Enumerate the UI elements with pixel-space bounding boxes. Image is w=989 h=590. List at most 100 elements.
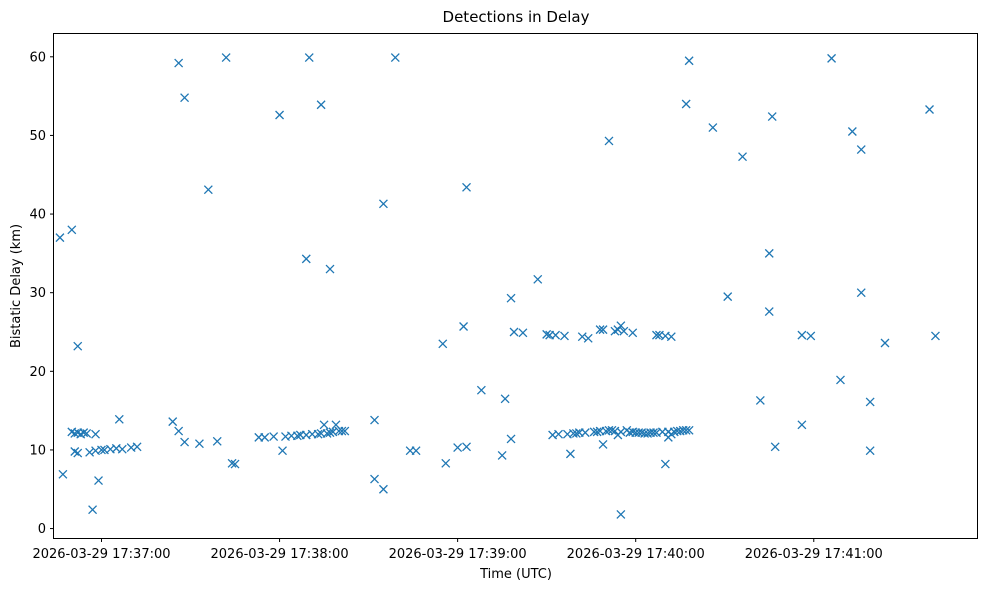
x-tick-label: 2026-03-29 17:39:00 (389, 547, 527, 562)
chart-title: Detections in Delay (443, 8, 590, 26)
data-point (322, 428, 332, 438)
data-point (378, 484, 388, 494)
data-point (370, 474, 379, 484)
data-point (681, 425, 691, 435)
data-point (114, 414, 124, 424)
data-point (203, 185, 213, 195)
data-point (91, 429, 101, 439)
data-point (337, 426, 347, 436)
data-point (462, 182, 471, 192)
data-point (797, 420, 807, 430)
data-point (616, 509, 626, 519)
data-point (925, 105, 934, 114)
data-point (613, 325, 623, 335)
data-point (378, 199, 388, 209)
data-point (616, 427, 626, 437)
data-point (865, 446, 875, 456)
data-point (616, 321, 626, 331)
data-point (797, 330, 807, 340)
data-point (738, 152, 747, 162)
data-point (619, 326, 629, 336)
data-point (604, 136, 614, 146)
data-point (560, 331, 569, 341)
data-point (806, 331, 816, 341)
data-point (55, 233, 65, 243)
x-tick-label: 2026-03-29 17:41:00 (745, 547, 883, 562)
data-point (325, 428, 335, 438)
data-point (82, 428, 92, 438)
data-point (856, 288, 866, 298)
data-point (770, 442, 780, 452)
data-point (856, 145, 866, 155)
data-point (607, 425, 617, 435)
y-tick-label: 40 (29, 208, 46, 223)
data-point (506, 434, 516, 444)
data-point (723, 292, 733, 302)
data-point (304, 53, 314, 63)
data-point (73, 448, 83, 458)
data-point (278, 446, 287, 456)
data-point (708, 123, 718, 133)
data-point (598, 325, 608, 335)
data-point (260, 432, 270, 442)
data-point (681, 99, 691, 109)
data-point (453, 443, 463, 453)
data-point (497, 450, 507, 460)
data-point (132, 442, 142, 452)
data-point (755, 395, 765, 405)
data-point (319, 420, 329, 430)
y-tick-label: 0 (38, 522, 46, 537)
data-point (438, 339, 448, 349)
y-tick-label: 50 (29, 129, 46, 144)
data-point (509, 327, 519, 337)
data-point (827, 53, 837, 63)
data-point (230, 459, 240, 469)
data-point (94, 476, 103, 486)
data-point (67, 225, 77, 235)
data-point (313, 429, 323, 439)
data-point (684, 56, 694, 66)
data-point (554, 429, 563, 439)
y-tick-label: 10 (29, 443, 46, 458)
x-tick-label: 2026-03-29 17:37:00 (32, 547, 170, 562)
data-point (476, 385, 486, 395)
data-point (79, 428, 89, 438)
data-markers (55, 53, 940, 519)
data-point (506, 293, 516, 303)
y-axis: 0 10 20 30 40 50 60 (29, 50, 54, 537)
data-point (880, 338, 890, 348)
data-point (865, 397, 875, 407)
y-axis-label: Bistatic Delay (km) (9, 224, 24, 348)
data-point (97, 445, 106, 455)
data-point (595, 325, 605, 335)
data-point (592, 427, 602, 437)
data-point (411, 446, 421, 456)
data-point (174, 58, 184, 68)
data-point (370, 415, 379, 425)
data-point (390, 53, 400, 63)
plot-area (53, 33, 978, 539)
data-point (301, 254, 311, 264)
x-axis: 2026-03-29 17:37:00 2026-03-29 17:38:00 20… (32, 538, 883, 562)
x-tick-label: 2026-03-29 17:40:00 (567, 547, 705, 562)
data-point (542, 329, 552, 339)
data-point (628, 328, 638, 338)
data-point (767, 112, 777, 122)
data-point (194, 439, 204, 449)
data-point (325, 264, 335, 274)
data-point (684, 425, 694, 435)
data-point (930, 331, 940, 341)
y-tick-label: 60 (29, 50, 46, 65)
data-point (117, 444, 127, 454)
data-point (583, 333, 593, 343)
data-point (441, 458, 451, 468)
y-tick-label: 20 (29, 365, 46, 380)
plot-frame (53, 33, 978, 539)
data-point (316, 100, 326, 110)
data-point (652, 330, 661, 340)
data-point (836, 375, 845, 385)
data-point (340, 426, 350, 436)
data-point (518, 328, 528, 338)
data-point (533, 274, 543, 284)
data-point (764, 307, 774, 317)
